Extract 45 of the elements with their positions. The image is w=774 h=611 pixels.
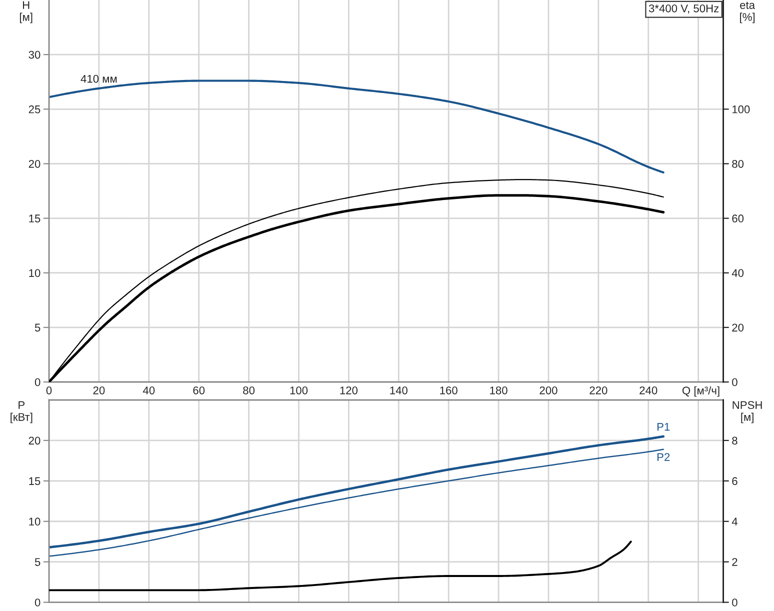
y2-tick-label: 8 <box>732 436 738 445</box>
y-tick-label: 15 <box>29 477 40 486</box>
y-tick-label: 25 <box>28 105 40 114</box>
x-tick-label: 220 <box>590 386 608 394</box>
y-tick-label: 15 <box>29 214 40 222</box>
x-tick-label: 200 <box>540 386 558 394</box>
y-tick-label: 0 <box>34 378 40 386</box>
x-axis-title: Q [м³/ч] <box>682 386 720 397</box>
y-tick-label: 5 <box>34 324 40 332</box>
y2-tick-label: 0 <box>732 378 738 386</box>
x-tick-label: 80 <box>243 386 255 394</box>
series-label: P2 <box>657 453 670 461</box>
y2-tick-label: 40 <box>732 269 744 277</box>
x-tick-label: 0 <box>46 386 52 394</box>
x-tick-label: 100 <box>290 386 308 394</box>
y-tick-label: 10 <box>29 518 40 526</box>
y-tick-label: 5 <box>34 558 40 566</box>
y2-tick-label: 6 <box>732 477 738 486</box>
y2-tick-label: 80 <box>732 160 744 168</box>
chart-title: 3*400 V, 50Hz <box>648 4 719 14</box>
y-tick-label: 20 <box>28 160 40 168</box>
x-tick-label: 240 <box>640 386 658 394</box>
series-label: P1 <box>657 422 670 431</box>
y2-tick-label: 2 <box>732 558 738 566</box>
y2-tick-label: 60 <box>732 214 744 222</box>
y-tick-label: 30 <box>28 50 40 59</box>
y2-tick-label: 4 <box>732 518 738 526</box>
y2-tick-label: 0 <box>732 598 738 606</box>
x-tick-label: 120 <box>340 386 358 394</box>
x-tick-label: 180 <box>490 386 508 394</box>
y-tick-label: 20 <box>28 436 40 445</box>
y-tick-label: 0 <box>34 598 40 606</box>
y-axis-title: P [кВт] <box>10 401 32 424</box>
x-tick-label: 40 <box>142 386 155 394</box>
y2-tick-label: 100 <box>732 105 750 114</box>
x-tick-label: 160 <box>440 386 458 394</box>
x-tick-label: 140 <box>390 386 408 394</box>
y-tick-label: 10 <box>29 269 40 277</box>
x-tick-label: 60 <box>193 386 205 394</box>
y2-axis-title: NPSH [м] <box>732 401 762 424</box>
y-axis-title: H [м] <box>20 1 32 24</box>
x-tick-label: 20 <box>93 386 105 394</box>
y2-axis-title: eta [%] <box>740 2 756 24</box>
series-label: 410 мм <box>80 74 117 83</box>
y2-tick-label: 20 <box>732 324 744 332</box>
